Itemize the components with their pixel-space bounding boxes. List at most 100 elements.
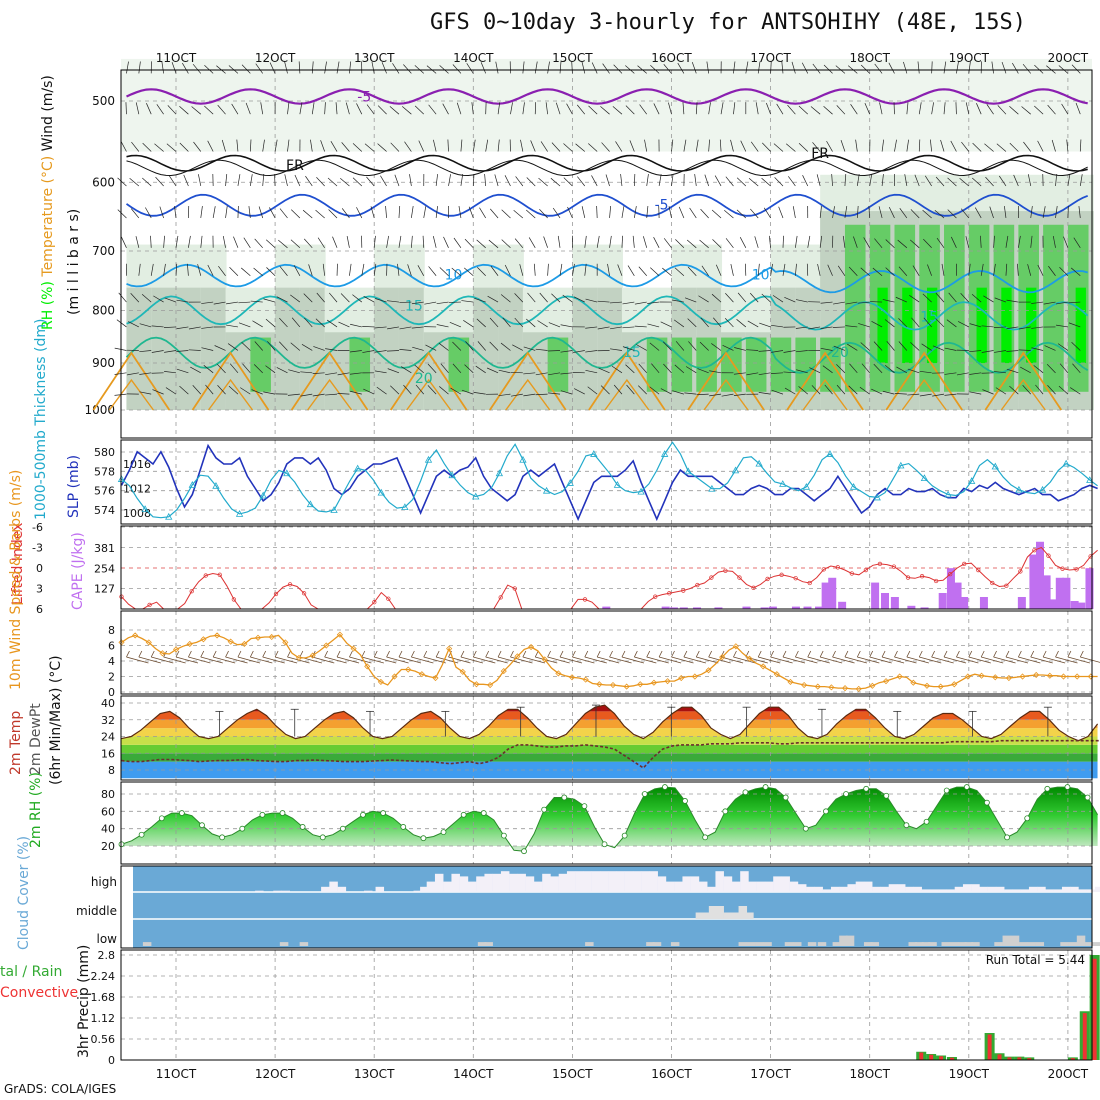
thickness-marker: [708, 484, 716, 492]
wind-barb: [588, 105, 598, 115]
wind-barb: [523, 372, 536, 375]
rh-marker: [662, 784, 668, 790]
wind-barb: [758, 372, 771, 376]
wind-barb: [879, 102, 883, 115]
wind-barb: [658, 174, 662, 187]
wind-barb: [711, 293, 722, 303]
wind-barb-10m-flag: [720, 650, 725, 658]
cloud-high-bar: [698, 881, 708, 892]
cloud-high-bar: [657, 876, 667, 892]
wind-barb: [898, 341, 908, 351]
wind-barb: [409, 174, 412, 187]
wind-barb: [820, 301, 833, 304]
wind-barb: [812, 142, 821, 152]
wind-barb-10m-flag: [621, 650, 626, 658]
wind-barb-10m-flag: [386, 650, 390, 658]
cloud-high-bar: [451, 873, 460, 892]
wind-tick-label: 6: [108, 640, 115, 653]
temp-band: [121, 719, 1098, 729]
wind-speed-marker: [200, 636, 207, 643]
wind-speed-marker: [405, 666, 412, 673]
lifted-index-marker: [1060, 566, 1065, 571]
wind-barb: [1018, 235, 1021, 248]
wind-barb: [325, 348, 338, 351]
wind-barb: [906, 139, 909, 152]
cloud-high-bar: [839, 886, 848, 892]
wind-barb-10m-flag: [918, 650, 923, 658]
wind-barb: [226, 324, 238, 328]
wind-barb: [662, 341, 672, 351]
wind-barb: [886, 341, 895, 351]
wind-speed-marker: [241, 640, 248, 648]
wind-barb-10m-flag: [262, 650, 267, 658]
wind-barb: [1043, 301, 1056, 305]
wind-barb-10m-flag: [869, 650, 874, 658]
wind-barb: [254, 341, 263, 351]
wind-barb: [424, 301, 437, 305]
cape-bar: [880, 592, 889, 609]
wind-barb-10m: [584, 656, 607, 664]
wind-barb: [585, 350, 598, 353]
wind-barb: [489, 341, 499, 351]
ylabel-rh: RH (%): [40, 277, 56, 330]
wind-barb: [399, 348, 412, 351]
wind-barb: [117, 177, 127, 187]
wind-barb: [700, 317, 709, 328]
wind-barb: [576, 104, 586, 115]
wind-barb: [415, 384, 425, 395]
wind-barb: [192, 384, 202, 395]
contour-label: -5: [655, 198, 669, 214]
temp-ylabel-1: 2m Temp: [8, 711, 24, 775]
wind-barb: [510, 371, 523, 374]
wind-barb: [609, 235, 612, 248]
wind-barb: [477, 266, 486, 277]
cape-bar: [953, 582, 962, 609]
wind-barb: [762, 142, 771, 152]
temperature-contour-warm: [984, 351, 1063, 411]
wind-speed-marker: [323, 642, 330, 649]
wind-barb: [316, 177, 325, 187]
rh2m-frame: [120, 781, 1093, 865]
rh-dark-cell: [1043, 224, 1064, 392]
wind-barb: [328, 209, 338, 219]
wind-speed-marker: [609, 681, 617, 689]
wind-barb: [263, 298, 276, 303]
wind-barb: [304, 317, 313, 328]
thickness-marker: [259, 491, 267, 499]
wind-barb-10m-flag: [646, 650, 651, 658]
cape-bar: [602, 606, 611, 609]
wind-barb: [120, 140, 127, 152]
wind-barb: [1020, 366, 1031, 374]
wind-barb-10m: [968, 656, 991, 664]
cloud-high-bar: [1012, 889, 1021, 892]
wind-barb: [596, 235, 600, 248]
cape-bar: [714, 607, 723, 609]
wind-barb: [146, 103, 152, 115]
rh-dark-cell: [671, 337, 693, 392]
wind-barb: [526, 318, 536, 328]
temperature-contour-warm: [802, 378, 848, 411]
wind-barb: [874, 63, 883, 74]
thickness-marker: [1086, 476, 1094, 483]
temperature-contour: [126, 295, 1089, 331]
cloud-low-bar: [670, 942, 680, 946]
wind-barb: [833, 301, 845, 305]
wind-barb: [969, 391, 982, 395]
lifted-index-marker: [765, 576, 770, 582]
wind-barb-10m-flag: [299, 650, 304, 658]
wind-barb-10m-flag: [225, 650, 229, 658]
wind-barb: [709, 370, 722, 374]
wind-barb: [986, 104, 994, 115]
wind-barb: [498, 393, 511, 397]
wind-barb: [651, 363, 660, 374]
date-tick-label-top: 12OCT: [255, 51, 296, 65]
wind-barb: [303, 293, 313, 303]
wind-speed-marker: [446, 645, 453, 652]
wind-barb: [265, 239, 276, 249]
wind-barb: [153, 295, 164, 303]
wind-barb-10m: [1043, 656, 1066, 664]
wind-barb: [824, 384, 833, 395]
temperature-contour-warm: [290, 351, 369, 411]
wind-barb: [324, 102, 326, 115]
